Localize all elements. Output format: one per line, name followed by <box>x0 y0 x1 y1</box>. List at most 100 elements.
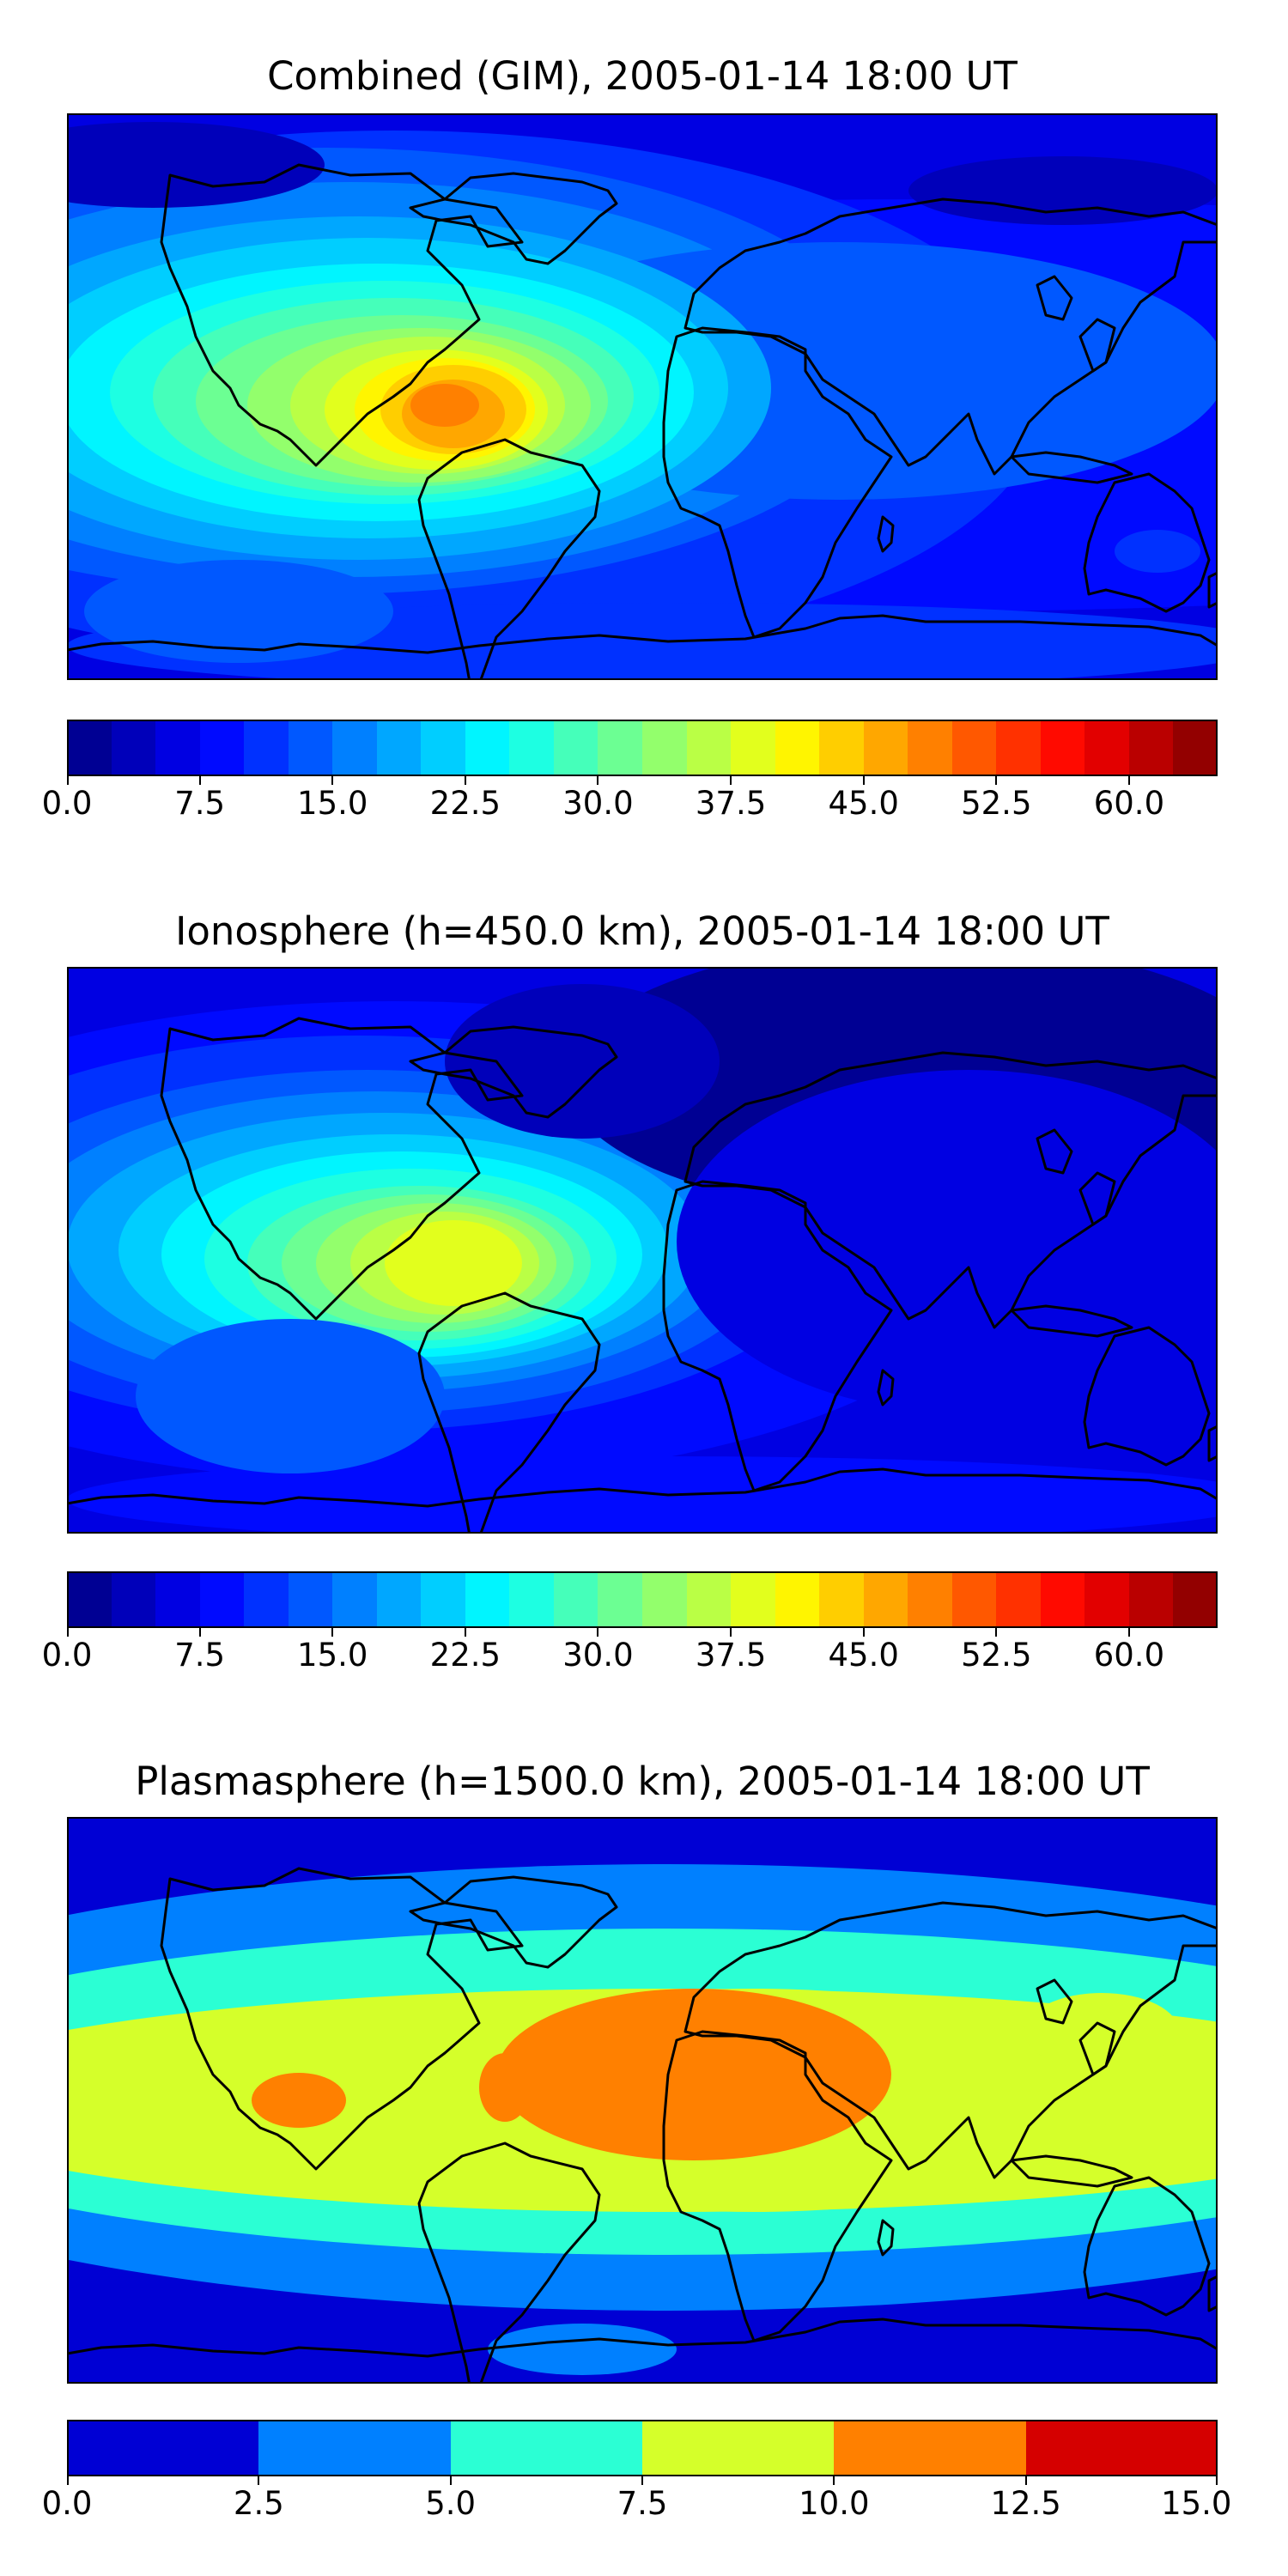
contour-band <box>385 1220 522 1306</box>
colorbar-swatch <box>332 1571 377 1628</box>
colorbar-tick <box>995 1628 998 1637</box>
colorbar-swatch <box>1129 720 1173 776</box>
panel-title: Ionosphere (h=450.0 km), 2005-01-14 18:0… <box>175 908 1109 954</box>
colorbar-tick-label: 0.0 <box>41 2485 93 2522</box>
colorbar-swatch <box>421 720 465 776</box>
coastline <box>683 1901 1218 2179</box>
tec-map <box>67 967 1218 1534</box>
colorbar-swatch <box>554 1571 598 1628</box>
contour-band <box>479 2053 531 2122</box>
colorbar-swatch <box>377 720 421 776</box>
colorbar-swatch <box>1041 1571 1084 1628</box>
colorbar-swatch <box>244 720 289 776</box>
colorbar-tick <box>331 1628 334 1637</box>
tec-map <box>67 1817 1218 2384</box>
colorbar-tick-label: 22.5 <box>429 1637 501 1674</box>
colorbar-tick-label: 60.0 <box>1093 1637 1165 1674</box>
colorbar-swatch <box>996 720 1041 776</box>
colorbar-swatch <box>1026 2420 1218 2476</box>
colorbar-ticks: 0.0 7.5 15.0 22.5 30.0 37.5 45.0 52.5 60.0 <box>42 1628 1218 1674</box>
coastline <box>1083 2176 1211 2317</box>
coastline <box>67 2318 1218 2384</box>
coastlines <box>67 163 1218 680</box>
colorbar-tick-label: 22.5 <box>429 785 501 822</box>
colorbar-swatch <box>289 720 332 776</box>
colorbar-swatch <box>1084 720 1129 776</box>
colorbar-tick <box>862 776 865 785</box>
coastline <box>1010 451 1133 484</box>
colorbar-tick-label: 12.5 <box>990 2485 1061 2522</box>
colorbar-tick <box>464 776 466 785</box>
colorbar-swatch <box>996 1571 1041 1628</box>
colorbar-tick <box>258 2476 260 2485</box>
coastline <box>409 172 618 265</box>
colorbar-tick-label: 30.0 <box>562 785 634 822</box>
colorbar-swatch <box>554 720 598 776</box>
coastline <box>877 2219 895 2257</box>
colorbar-swatch <box>819 720 864 776</box>
colorbar-swatch <box>421 1571 465 1628</box>
coastline <box>1036 275 1073 321</box>
colorbar-swatch <box>509 720 554 776</box>
colorbar-swatch <box>908 720 952 776</box>
colorbar-swatch <box>200 1571 244 1628</box>
contour-band <box>445 984 720 1139</box>
coastline <box>1010 1304 1133 1338</box>
colorbar-swatch <box>1129 1571 1173 1628</box>
colorbar-ticks: 0.0 2.5 5.0 7.5 10.0 12.5 15.0 <box>42 2476 1231 2522</box>
contour-band <box>252 2073 346 2128</box>
colorbar-tick-label: 37.5 <box>695 785 767 822</box>
coastline <box>417 2142 601 2384</box>
colorbar-tick-label: 30.0 <box>562 1637 634 1674</box>
colorbar-tick-label: 2.5 <box>233 2485 284 2522</box>
colorbar-swatch <box>598 720 642 776</box>
colorbar-swatch <box>1173 1571 1218 1628</box>
colorbar-tick <box>1216 2476 1218 2485</box>
colorbar-tick <box>730 776 732 785</box>
colorbar-ticks: 0.0 7.5 15.0 22.5 30.0 37.5 45.0 52.5 60.0 <box>42 776 1218 822</box>
colorbar-swatch <box>289 1571 332 1628</box>
colorbar <box>67 720 1218 776</box>
colorbar-swatch <box>952 1571 996 1628</box>
coastline <box>1010 2154 1133 2188</box>
colorbar-swatch <box>952 720 996 776</box>
colorbar-swatch <box>642 1571 687 1628</box>
colorbar-tick <box>730 1628 732 1637</box>
colorbar-swatch <box>258 2420 451 2476</box>
coastline <box>409 1025 618 1119</box>
colorbar-tick-label: 10.0 <box>799 2485 870 2522</box>
colorbar-swatch <box>731 1571 775 1628</box>
colorbar <box>67 1571 1218 1628</box>
contour-band <box>410 384 479 427</box>
contour-band <box>488 2324 677 2375</box>
colorbar-tick-label: 7.5 <box>174 785 226 822</box>
colorbar-swatch <box>465 1571 509 1628</box>
colorbar-swatch <box>642 2420 834 2476</box>
coastline <box>67 1467 1218 1534</box>
colorbar-tick <box>597 1628 599 1637</box>
contour-band <box>256 2040 462 2160</box>
colorbar-tick-label: 0.0 <box>41 1637 93 1674</box>
colorbar-tick <box>862 1628 865 1637</box>
coastline <box>877 1369 895 1406</box>
colorbar-swatch <box>377 1571 421 1628</box>
coastline <box>1078 1171 1116 1226</box>
colorbar-tick-label: 45.0 <box>828 785 899 822</box>
colorbar-swatch <box>834 2420 1026 2476</box>
colorbar-swatch <box>775 720 819 776</box>
contour-band <box>677 1070 1218 1413</box>
colorbar-tick <box>67 2476 69 2485</box>
colorbar-tick <box>464 1628 466 1637</box>
contour-band <box>67 122 325 208</box>
contour-band <box>84 560 393 663</box>
colorbar <box>67 2420 1218 2476</box>
colorbar-swatch <box>864 720 908 776</box>
colorbar-tick-label: 5.0 <box>425 2485 477 2522</box>
colorbar-swatch <box>112 1571 155 1628</box>
coastline <box>1078 318 1116 373</box>
colorbar-swatch <box>451 2420 642 2476</box>
colorbar-swatch <box>598 1571 642 1628</box>
panel-title: Combined (GIM), 2005-01-14 18:00 UT <box>267 53 1018 99</box>
coastline <box>1036 1128 1073 1175</box>
colorbar-swatch <box>1084 1571 1129 1628</box>
